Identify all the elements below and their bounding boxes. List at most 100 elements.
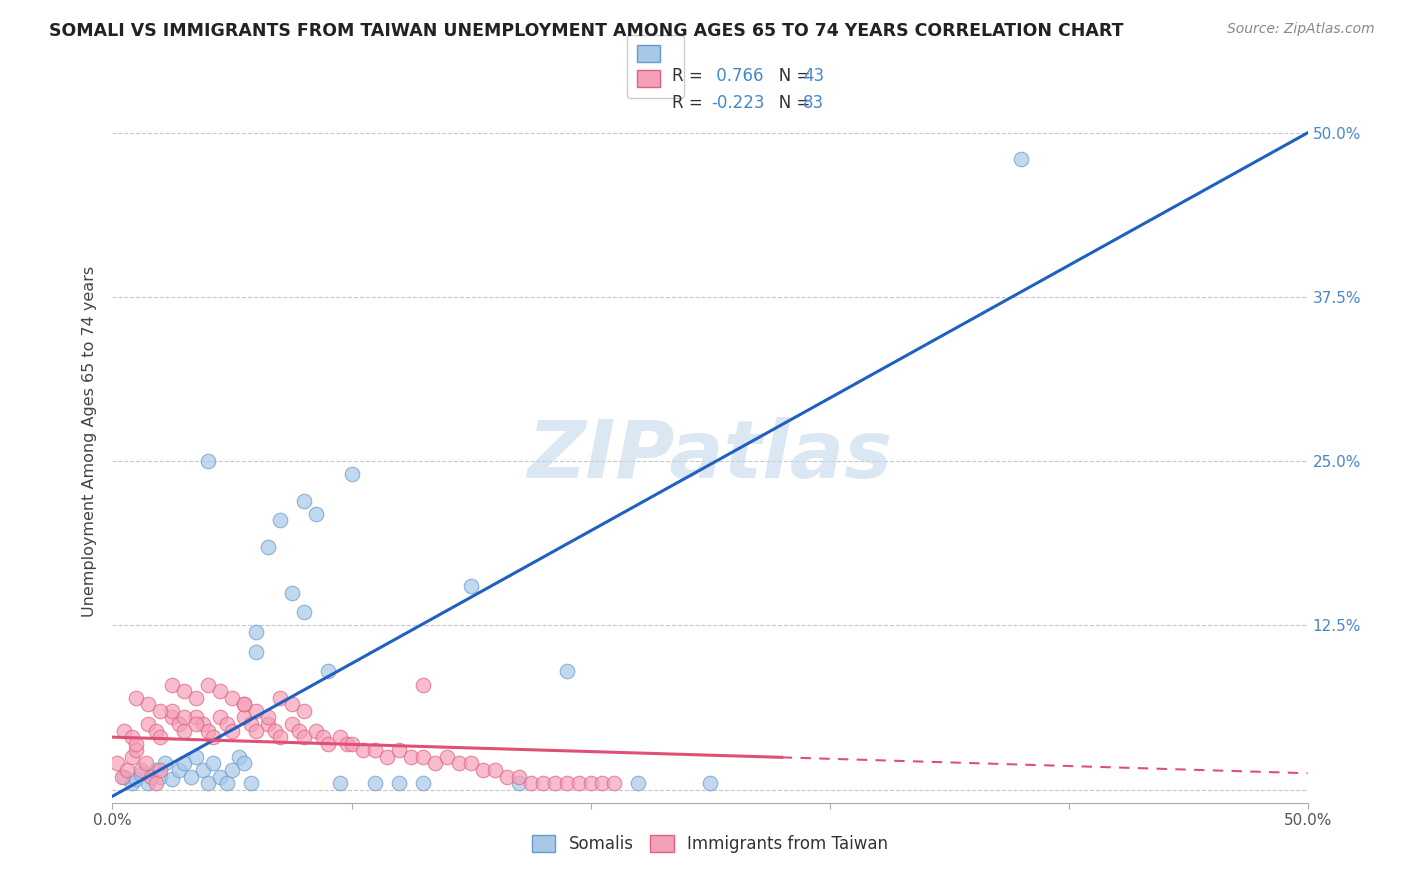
Point <box>138 698 160 712</box>
Point <box>221 723 243 738</box>
Point <box>388 776 411 790</box>
Point <box>149 763 172 777</box>
Point <box>245 625 267 640</box>
Text: 43: 43 <box>803 67 824 85</box>
Point <box>292 605 315 619</box>
Point <box>149 704 172 718</box>
Point <box>149 770 172 784</box>
Point <box>592 776 614 790</box>
Point <box>281 698 304 712</box>
Point <box>145 763 167 777</box>
Point <box>555 665 578 679</box>
Point <box>186 749 208 764</box>
Point <box>436 749 458 764</box>
Point <box>169 717 191 731</box>
Point <box>105 756 128 771</box>
Point <box>217 717 239 731</box>
Point <box>312 730 335 744</box>
Point <box>579 776 602 790</box>
Point <box>425 756 447 771</box>
Point <box>139 770 162 784</box>
Point <box>233 710 256 724</box>
Point <box>138 776 160 790</box>
Point <box>364 743 387 757</box>
Point <box>316 737 339 751</box>
Text: ZIPatlas: ZIPatlas <box>527 417 893 495</box>
Point <box>145 723 167 738</box>
Point <box>121 730 143 744</box>
Point <box>329 776 352 790</box>
Point <box>257 710 280 724</box>
Point <box>162 710 183 724</box>
Point <box>121 749 143 764</box>
Point <box>264 723 287 738</box>
Point <box>305 723 328 738</box>
Point <box>245 723 267 738</box>
Point <box>269 690 291 705</box>
Point <box>197 723 219 738</box>
Text: SOMALI VS IMMIGRANTS FROM TAIWAN UNEMPLOYMENT AMONG AGES 65 TO 74 YEARS CORRELAT: SOMALI VS IMMIGRANTS FROM TAIWAN UNEMPLO… <box>49 22 1123 40</box>
Point <box>233 698 256 712</box>
Point <box>269 730 291 744</box>
Point <box>257 540 280 554</box>
Point <box>173 723 195 738</box>
Point <box>484 763 506 777</box>
Point <box>162 704 183 718</box>
Point <box>316 665 339 679</box>
Point <box>460 579 482 593</box>
Text: N =: N = <box>763 67 815 85</box>
Point <box>173 756 195 771</box>
Text: 0.766: 0.766 <box>711 67 763 85</box>
Point <box>125 772 148 786</box>
Point <box>201 730 224 744</box>
Point <box>281 717 304 731</box>
Text: -0.223: -0.223 <box>711 94 765 112</box>
Point <box>555 776 578 790</box>
Point <box>531 776 554 790</box>
Point <box>401 749 423 764</box>
Point <box>520 776 543 790</box>
Point <box>221 763 243 777</box>
Point <box>209 710 232 724</box>
Point <box>135 756 157 771</box>
Point <box>1010 152 1032 166</box>
Point <box>305 507 328 521</box>
Point <box>508 776 530 790</box>
Point <box>197 677 219 691</box>
Point <box>186 710 208 724</box>
Point <box>508 770 530 784</box>
Point <box>125 743 148 757</box>
Point <box>377 749 399 764</box>
Point <box>288 723 311 738</box>
Legend: Somalis, Immigrants from Taiwan: Somalis, Immigrants from Taiwan <box>526 828 894 860</box>
Point <box>352 743 374 757</box>
Point <box>162 677 183 691</box>
Point <box>340 737 363 751</box>
Point <box>125 737 148 751</box>
Y-axis label: Unemployment Among Ages 65 to 74 years: Unemployment Among Ages 65 to 74 years <box>82 266 97 617</box>
Point <box>472 763 495 777</box>
Point <box>699 776 721 790</box>
Point <box>447 756 470 771</box>
Text: R =: R = <box>672 67 709 85</box>
Point <box>173 684 195 698</box>
Point <box>173 710 195 724</box>
Point <box>245 645 267 659</box>
Point <box>240 776 263 790</box>
Point <box>153 756 176 771</box>
Point <box>233 698 256 712</box>
Point <box>169 763 191 777</box>
Point <box>281 585 304 599</box>
Point <box>193 717 215 731</box>
Point <box>292 730 315 744</box>
Point <box>329 730 352 744</box>
Point <box>111 770 134 784</box>
Point <box>115 763 138 777</box>
Point <box>568 776 591 790</box>
Point <box>114 723 135 738</box>
Point <box>217 776 239 790</box>
Point <box>292 704 315 718</box>
Point <box>221 690 243 705</box>
Text: N =: N = <box>763 94 815 112</box>
Point <box>364 776 387 790</box>
